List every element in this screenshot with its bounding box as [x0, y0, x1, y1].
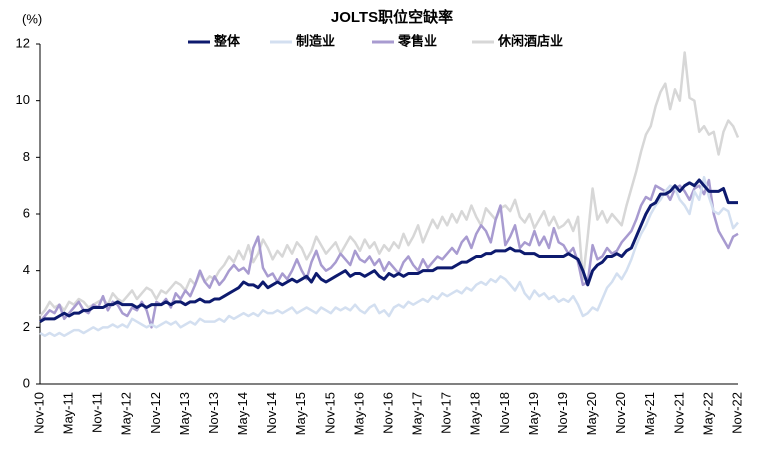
chart-title: JOLTS职位空缺率 [331, 8, 453, 26]
x-tick-label: Nov-20 [613, 392, 628, 434]
x-tick-label: May-16 [351, 392, 366, 435]
y-tick-label: 6 [23, 205, 30, 220]
x-tick-label: Nov-18 [497, 392, 512, 434]
y-tick-label: 10 [16, 92, 30, 107]
y-tick-label: 2 [23, 319, 30, 334]
x-tick-label: Nov-22 [729, 392, 744, 434]
x-tick-label: May-13 [177, 392, 192, 435]
x-tick-label: Nov-12 [148, 392, 163, 434]
y-tick-label: 4 [23, 262, 30, 277]
legend-label: 整体 [213, 33, 241, 48]
line-series [39, 175, 739, 338]
y-tick-label: 0 [23, 375, 30, 390]
x-tick-label: May-22 [700, 392, 715, 435]
x-tick-label: May-15 [293, 392, 308, 435]
x-tick-label: Nov-15 [322, 392, 337, 434]
x-tick-label: May-17 [410, 392, 425, 435]
line-series [39, 178, 738, 323]
y-tick-label: 12 [16, 35, 30, 50]
line-series [39, 51, 740, 317]
x-tick-label: Nov-19 [555, 392, 570, 434]
x-tick-label: May-14 [235, 392, 250, 435]
line-series [39, 178, 739, 329]
x-tick-label: Nov-13 [206, 392, 221, 434]
x-tick-label: Nov-21 [671, 392, 686, 434]
x-tick-label: May-20 [584, 392, 599, 435]
legend-label: 休闲酒店业 [497, 33, 563, 48]
x-tick-label: Nov-17 [439, 392, 454, 434]
y-axis-label: (%) [22, 11, 42, 26]
x-tick-label: Nov-10 [31, 392, 46, 434]
x-tick-label: Nov-14 [264, 392, 279, 434]
x-tick-label: May-12 [119, 392, 134, 435]
x-tick-label: May-19 [526, 392, 541, 435]
legend-label: 制造业 [296, 33, 335, 48]
x-tick-label: May-18 [468, 392, 483, 435]
x-tick-label: Nov-16 [380, 392, 395, 434]
x-tick-label: May-21 [642, 392, 657, 435]
legend-label: 零售业 [397, 33, 437, 48]
x-tick-label: Nov-11 [90, 392, 105, 433]
y-tick-label: 8 [23, 149, 30, 164]
x-tick-label: May-11 [61, 392, 76, 434]
